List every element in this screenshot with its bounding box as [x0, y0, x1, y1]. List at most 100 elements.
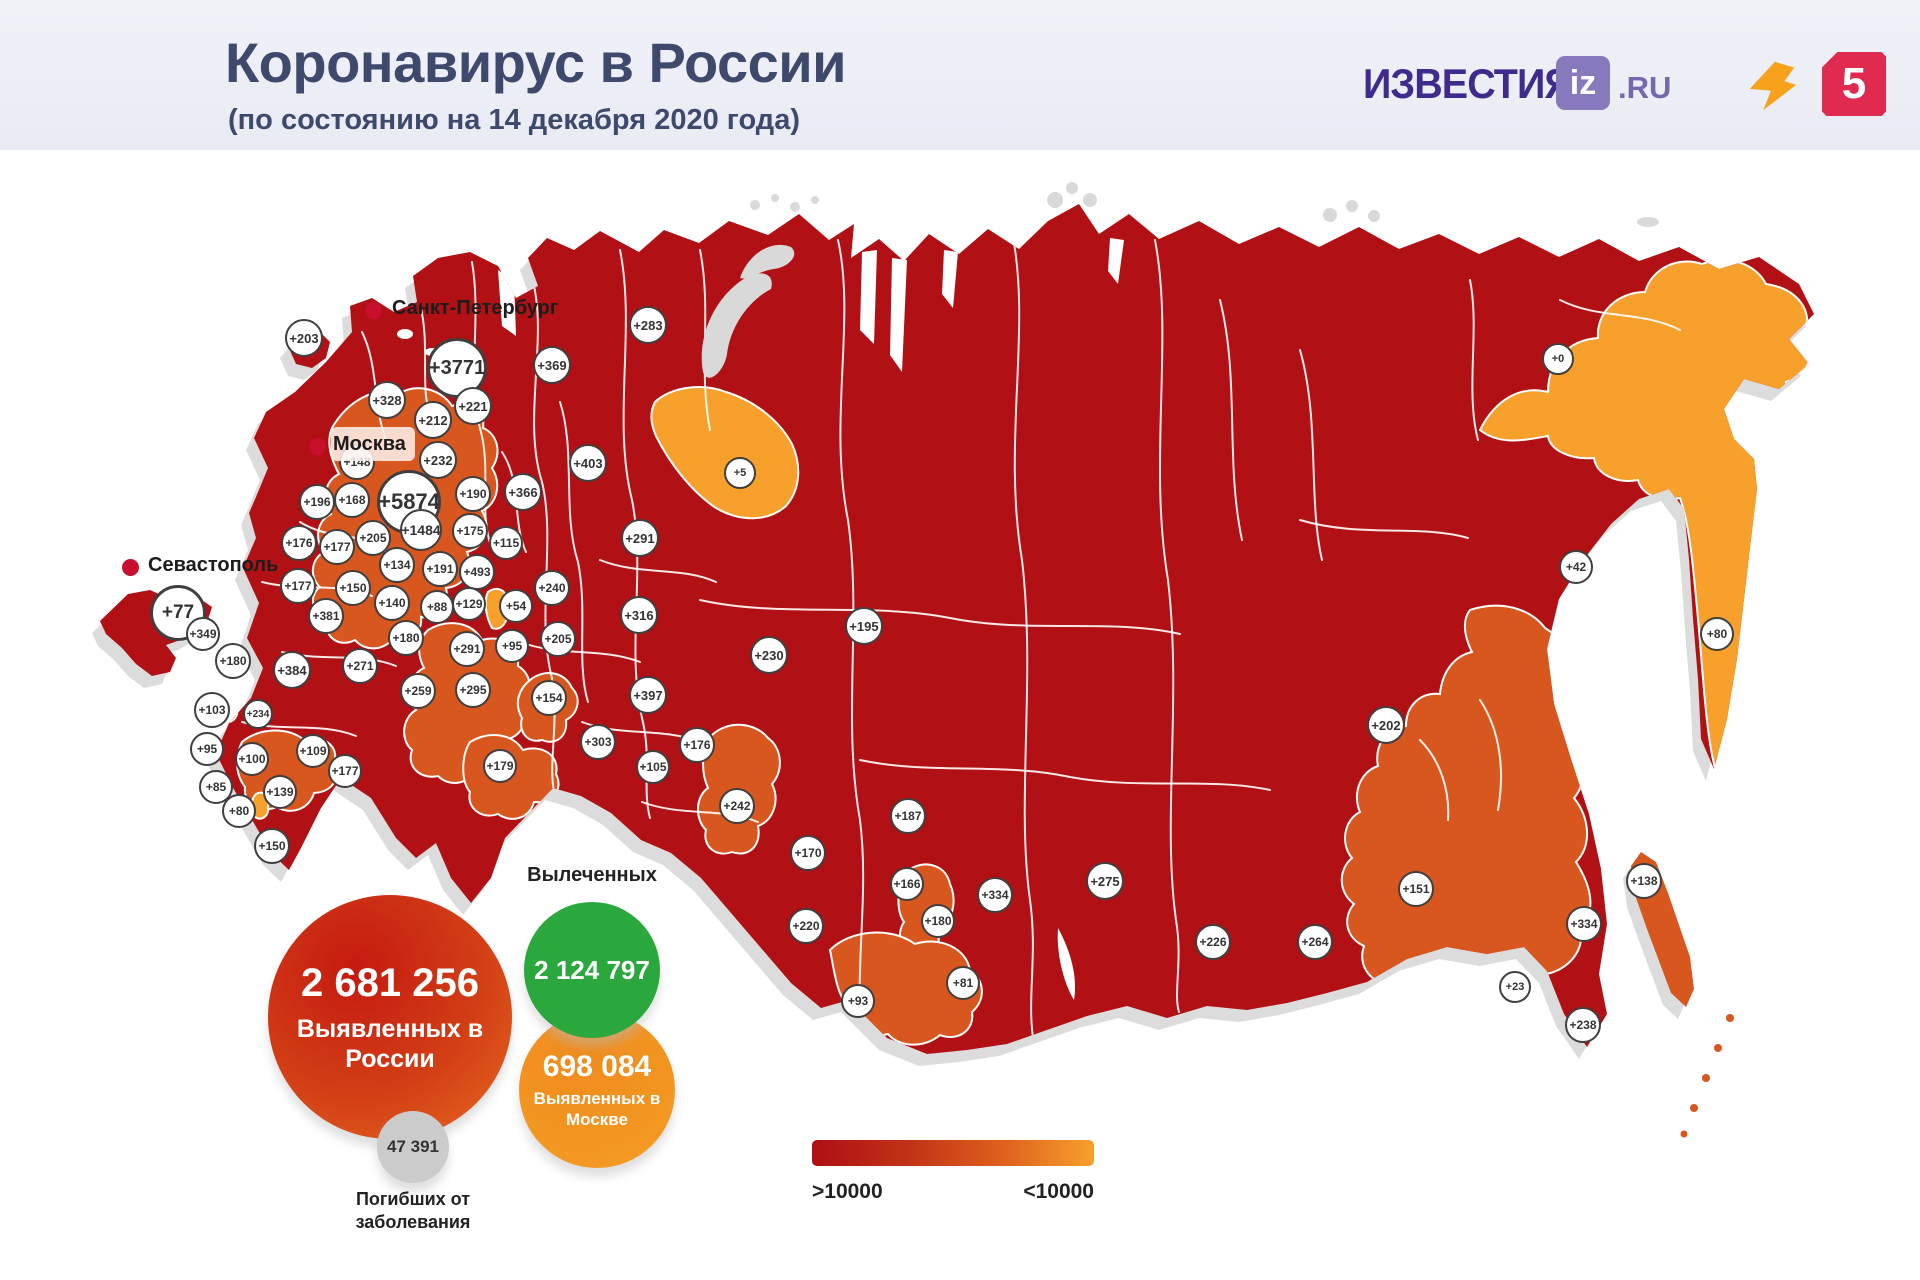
- page-subtitle: (по состоянию на 14 декабря 2020 года): [228, 104, 800, 136]
- region-badge: +275: [1086, 862, 1124, 900]
- kuril-islands: [1680, 1014, 1734, 1138]
- region-badge: +95: [495, 629, 529, 663]
- region-badge: +154: [531, 680, 567, 716]
- region-badge: +191: [422, 551, 458, 587]
- deaths-label: Погибших от заболевания: [355, 1189, 471, 1232]
- region-badge: +179: [483, 749, 517, 783]
- region-badge: +190: [455, 476, 491, 512]
- region-badge: +205: [355, 520, 391, 556]
- region-badge: +295: [455, 672, 491, 708]
- region-badge: +493: [459, 554, 495, 590]
- region-badge: +109: [296, 734, 330, 768]
- city-dot: [309, 438, 326, 455]
- region-badge: +168: [334, 482, 370, 518]
- region-badge: +5874: [377, 470, 441, 534]
- region-badge: +177: [319, 529, 355, 565]
- region-badge: +95: [190, 732, 224, 766]
- region-badge: +384: [273, 651, 311, 689]
- channel-five-logo[interactable]: 5: [1822, 52, 1886, 116]
- region-badge: +238: [1565, 1007, 1601, 1043]
- total-cases-label: Выявленных в России: [296, 1014, 484, 1073]
- region-badge: +177: [328, 754, 362, 788]
- arctic-islands: [701, 182, 1659, 378]
- recovered-label: Вылеченных: [527, 864, 657, 886]
- region-badge: +138: [1626, 863, 1662, 899]
- region-badge: +5: [724, 457, 756, 489]
- region-badge: +180: [921, 904, 955, 938]
- region-badge: +175: [452, 513, 488, 549]
- region-badge: +328: [368, 381, 406, 419]
- city-label: Москва: [333, 433, 406, 455]
- region-badge: +1484: [400, 509, 442, 551]
- region-badge: +264: [1297, 924, 1333, 960]
- legend-low-label: <10000: [1023, 1180, 1094, 1203]
- region-badge: +134: [379, 547, 415, 583]
- region-badge: +334: [1566, 906, 1602, 942]
- region-badge: +187: [890, 798, 926, 834]
- region-badge: +334: [977, 877, 1013, 913]
- region-badge: +105: [636, 750, 670, 784]
- city-highlight-box: [331, 427, 415, 461]
- region-badge: +349: [186, 617, 220, 651]
- region-badge: +150: [335, 570, 371, 606]
- region-badge: +0: [1542, 343, 1574, 375]
- region-badge: +42: [1559, 550, 1593, 584]
- city-dot: [365, 302, 382, 319]
- total-cases-value: 2 681 256: [301, 960, 479, 1005]
- region-badge: +240: [534, 570, 570, 606]
- deaths-bubble: 47 391: [377, 1111, 449, 1183]
- region-badge: +283: [629, 306, 667, 344]
- region-badge: +54: [499, 589, 533, 623]
- legend-gradient-bar: [812, 1140, 1094, 1166]
- region-badge: +100: [235, 742, 269, 776]
- region-badge: +316: [620, 596, 658, 634]
- region-badge: +291: [449, 631, 485, 667]
- legend-high-label: >10000: [812, 1180, 883, 1203]
- region-badge: +403: [569, 444, 607, 482]
- region-badge: +220: [788, 908, 824, 944]
- region-badge: +259: [400, 673, 436, 709]
- legend: >10000 <10000: [812, 1140, 1094, 1204]
- region-badge: +230: [750, 636, 788, 674]
- region-badge: +81: [946, 966, 980, 1000]
- city-label: Севастополь: [148, 554, 279, 576]
- region-badge: +80: [222, 794, 256, 828]
- moscow-cases-bubble: 698 084 Выявленных в Москве: [519, 1012, 675, 1168]
- iz-ru-domain[interactable]: .RU: [1618, 70, 1672, 105]
- region-badge: +234: [243, 699, 273, 729]
- iz-ru-logo[interactable]: iz: [1556, 56, 1610, 110]
- region-badge: +366: [504, 473, 542, 511]
- region-badge: +115: [489, 526, 523, 560]
- region-badge: +180: [215, 643, 251, 679]
- recovered-value: 2 124 797: [534, 954, 650, 985]
- region-badge: +139: [263, 775, 297, 809]
- region-badge: +202: [1367, 706, 1405, 744]
- region-badge: +369: [533, 346, 571, 384]
- region-badge: +176: [679, 727, 715, 763]
- recovered-bubble: 2 124 797: [524, 902, 660, 1038]
- region-badge: +303: [580, 724, 616, 760]
- moscow-cases-value: 698 084: [542, 1050, 652, 1084]
- izvestia-logo[interactable]: ИЗВЕСТИЯ: [1363, 60, 1573, 107]
- region-badge: +397: [629, 676, 667, 714]
- region-badge: +129: [452, 587, 486, 621]
- region-badge: +203: [285, 319, 323, 357]
- region-badge: +271: [342, 648, 378, 684]
- region-badge: +23: [1499, 971, 1531, 1003]
- region-badge: +212: [414, 401, 452, 439]
- region-badge: +381: [308, 598, 344, 634]
- city-dot: [122, 559, 139, 576]
- region-badge: +170: [790, 835, 826, 871]
- moscow-cases-label: Выявленных в Москве: [533, 1089, 661, 1129]
- region-badge: +93: [841, 984, 875, 1018]
- region-badge: +221: [454, 387, 492, 425]
- region-badge: +88: [420, 590, 454, 624]
- deaths-value: 47 391: [387, 1137, 439, 1156]
- region-badge: +140: [374, 585, 410, 621]
- region-badge: +226: [1195, 924, 1231, 960]
- region-badge: +103: [194, 692, 230, 728]
- ren-tv-logo[interactable]: [1742, 56, 1800, 114]
- region-badge: +150: [254, 828, 290, 864]
- region-badge: +151: [1398, 871, 1434, 907]
